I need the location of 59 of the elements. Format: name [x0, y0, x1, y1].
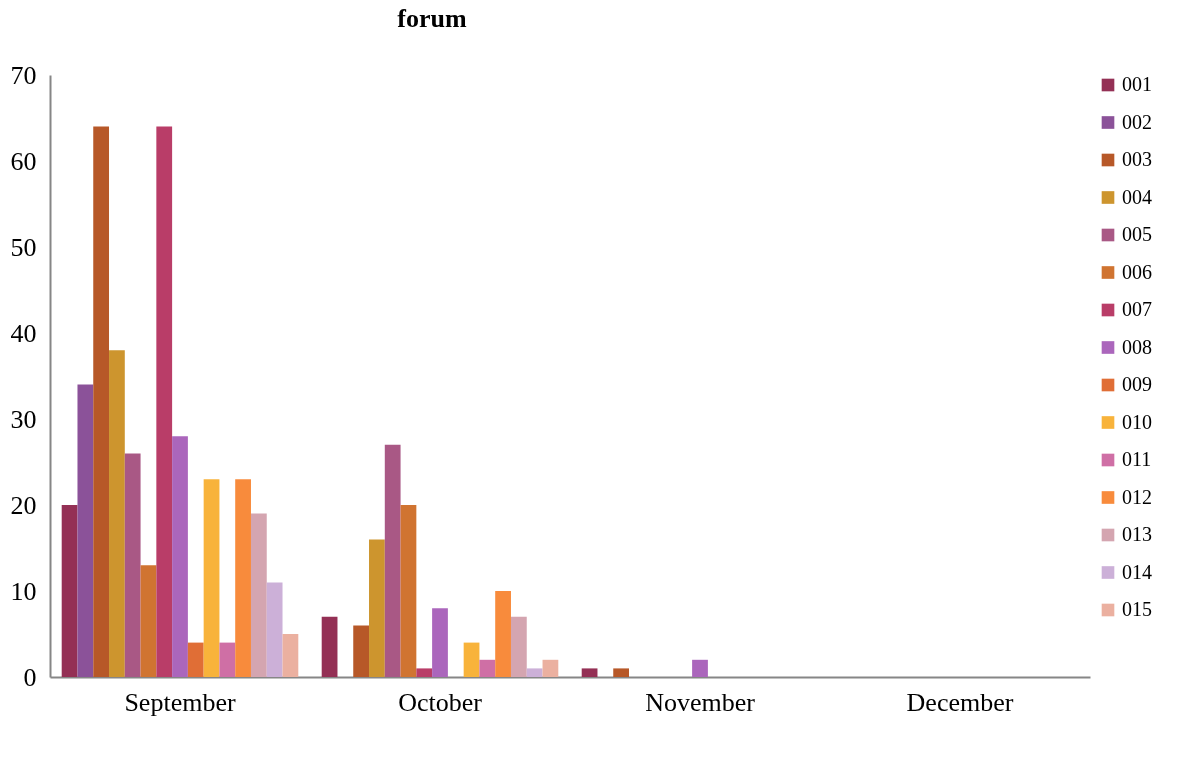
y-tick-label: 0 [23, 662, 37, 692]
bar [463, 642, 480, 677]
legend-label: 002 [1122, 110, 1152, 133]
legend-label: 010 [1122, 410, 1152, 433]
bar [156, 126, 173, 677]
bar [61, 505, 78, 677]
legend-label: 012 [1122, 485, 1152, 508]
y-tick-label: 40 [10, 318, 37, 348]
bar [109, 350, 125, 677]
bar [282, 634, 299, 677]
legend-label: 003 [1122, 148, 1152, 170]
bar [172, 436, 188, 677]
bar [203, 479, 220, 677]
legend-label: 001 [1122, 73, 1152, 95]
y-tick-label: 50 [10, 232, 37, 262]
legend-label: 008 [1122, 335, 1152, 358]
bar [432, 608, 448, 677]
bar [266, 582, 283, 677]
bar [250, 513, 267, 677]
x-tick-label: November [645, 687, 756, 717]
bar [235, 479, 251, 677]
bar [219, 642, 236, 677]
x-tick-label: September [124, 687, 236, 717]
x-tick-label: December [906, 687, 1014, 717]
legend-label: 014 [1122, 560, 1152, 583]
bar [495, 591, 511, 677]
y-tick-label: 20 [10, 490, 37, 520]
bar [77, 384, 94, 677]
bar [510, 616, 527, 677]
bar [416, 668, 433, 677]
legend-label: 006 [1122, 260, 1152, 283]
legend-label: 013 [1122, 523, 1152, 545]
bar [613, 668, 630, 677]
bar [321, 616, 338, 677]
y-tick-label: 30 [10, 404, 37, 434]
bar [400, 505, 417, 677]
bar [542, 659, 559, 677]
bar [692, 659, 708, 677]
legend-label: 004 [1122, 185, 1152, 208]
legend-label: 007 [1122, 298, 1152, 320]
bar [353, 625, 370, 677]
chart-title: forum [397, 4, 467, 33]
y-tick-label: 10 [10, 576, 37, 606]
bar [140, 565, 157, 677]
legend-label: 011 [1122, 448, 1152, 470]
bar [526, 668, 543, 677]
bar [479, 659, 496, 677]
legend-label: 015 [1122, 598, 1152, 620]
legend-label: 009 [1122, 373, 1152, 395]
x-tick-label: October [398, 687, 483, 717]
bar [93, 126, 110, 677]
y-tick-label: 60 [10, 146, 37, 176]
bar [187, 642, 204, 677]
bar [369, 539, 385, 677]
legend-label: 005 [1122, 223, 1152, 245]
bar [581, 668, 598, 677]
bar [124, 453, 141, 677]
y-tick-label: 70 [10, 60, 37, 90]
bar [384, 444, 401, 677]
